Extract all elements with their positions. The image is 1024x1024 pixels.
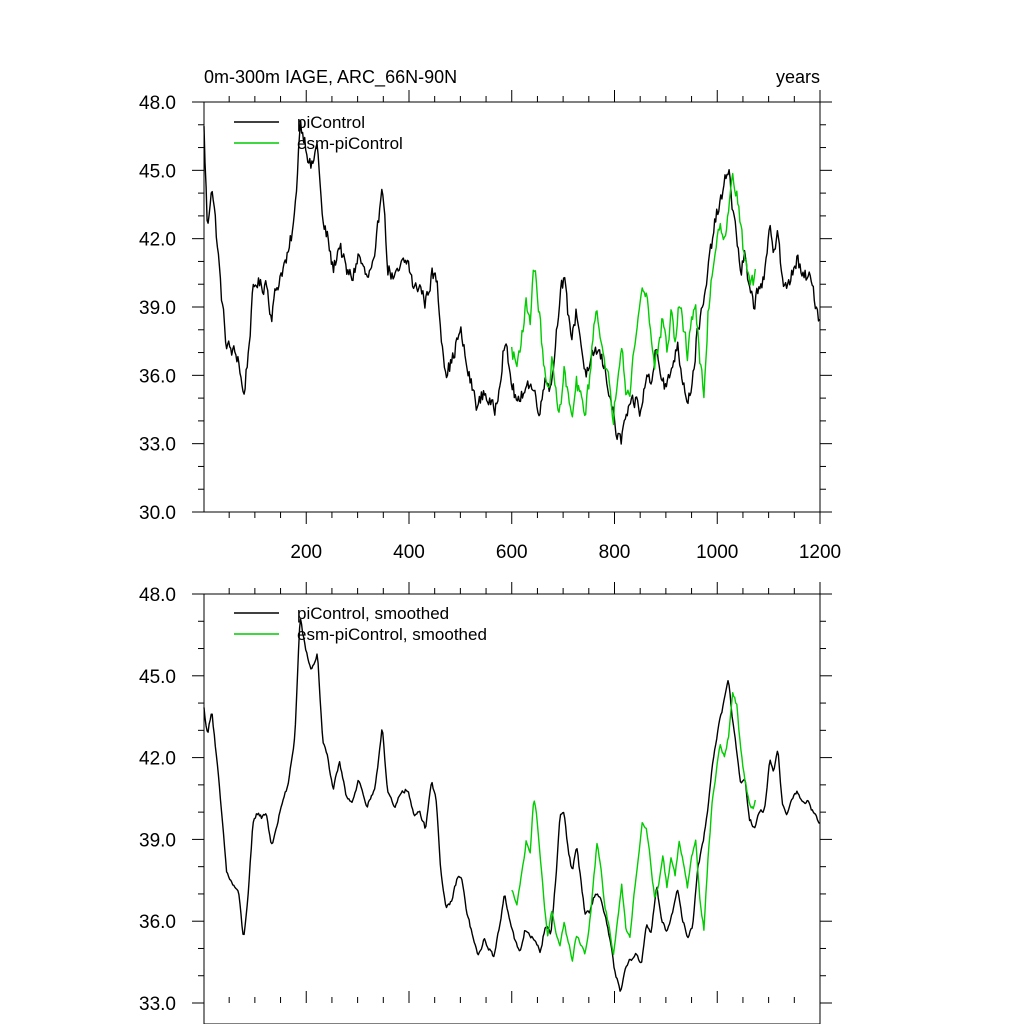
top-xtick-label: 600 <box>496 542 528 563</box>
top-ytick-label: 45.0 <box>139 161 176 182</box>
top-ytick-label: 42.0 <box>139 230 176 251</box>
bottom-ytick-label: 48.0 <box>139 585 176 606</box>
bottom-ytick-label: 45.0 <box>139 667 176 688</box>
bottom-ytick-label: 36.0 <box>139 912 176 933</box>
bottom-ytick-label: 39.0 <box>139 830 176 851</box>
bottom-ytick-label: 33.0 <box>139 994 176 1015</box>
bottom-ytick-label: 42.0 <box>139 749 176 770</box>
top-chart-title: 0m-300m IAGE, ARC_66N-90N <box>204 67 457 88</box>
top-plot-frame <box>203 101 821 513</box>
top-ytick-label: 48.0 <box>139 93 176 114</box>
top-series-group <box>203 119 821 445</box>
top-xtick-label: 400 <box>393 542 425 563</box>
top-legend-label-esm-picontrol: esm-piControl <box>297 134 403 153</box>
top-xtick-label: 800 <box>599 542 631 563</box>
top-ytick-label: 36.0 <box>139 366 176 387</box>
bottom-series-group <box>203 618 821 992</box>
top-series-line-esm-picontrol <box>511 172 756 426</box>
bottom-legend-label-picontrol: piControl, smoothed <box>297 604 449 623</box>
bottom-legend: piControl, smoothed esm-piControl, smoot… <box>234 604 487 644</box>
top-xtick-label: 200 <box>290 542 322 563</box>
top-ytick-label: 33.0 <box>139 435 176 456</box>
top-xtick-label: 1000 <box>696 542 738 563</box>
top-axes: 30.0 33.0 36.0 39.0 42.0 45.0 48.0 200 400 600 800… <box>139 90 841 563</box>
bottom-axes: 33.0 36.0 39.0 42.0 45.0 48.0 <box>139 582 832 1015</box>
bottom-panel: 33.0 36.0 39.0 42.0 45.0 48.0 piControl, smoo… <box>139 582 832 1024</box>
top-legend: piControl esm-piControl <box>234 113 403 153</box>
top-xtick-label: 1200 <box>799 542 841 563</box>
top-legend-label-picontrol: piControl <box>297 113 365 132</box>
bottom-legend-label-esm-picontrol: esm-piControl, smoothed <box>297 625 487 644</box>
bottom-series-line-esm-picontrol <box>511 692 756 962</box>
top-ytick-label: 39.0 <box>139 298 176 319</box>
top-panel: 0m-300m IAGE, ARC_66N-90N years 30.0 33.0… <box>139 67 841 563</box>
top-chart-units: years <box>776 67 820 87</box>
top-ytick-label: 30.0 <box>139 503 176 524</box>
bottom-series-line-picontrol <box>203 618 821 992</box>
bottom-plot-frame <box>203 593 821 1024</box>
top-series-line-picontrol <box>203 119 821 445</box>
